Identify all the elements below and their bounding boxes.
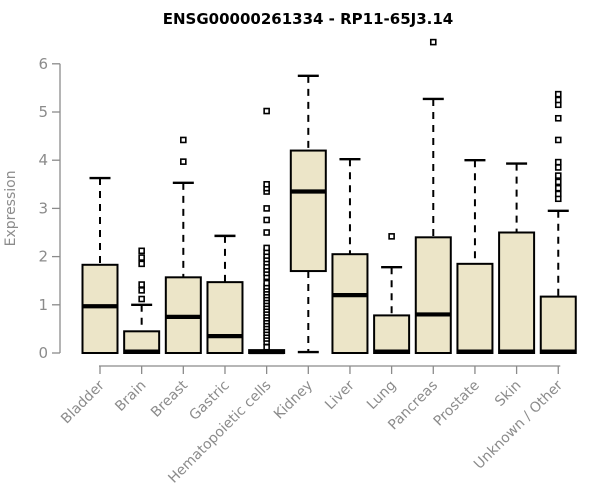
x-tick-label-bladder: Bladder	[58, 377, 108, 427]
y-axis-title: Expression	[3, 170, 19, 246]
outlier-point-unknown-other	[554, 158, 562, 166]
outlier-point-hematopoietic-cells	[263, 181, 270, 188]
y-tick-label: 0	[38, 344, 48, 362]
outlier-point-unknown-other	[554, 114, 562, 122]
outlier-point-hematopoietic-cells	[263, 229, 270, 236]
outlier-point-brain	[138, 254, 145, 261]
outlier-point-hematopoietic-cells	[263, 279, 270, 287]
chart-title: ENSG00000261334 - RP11-65J3.14	[162, 10, 454, 28]
y-tick-label: 1	[38, 296, 48, 314]
box-liver	[331, 253, 369, 354]
outlier-point-hematopoietic-cells	[263, 205, 270, 212]
outlier-point-unknown-other	[554, 172, 562, 179]
x-tick-label-brain: Brain	[112, 378, 149, 415]
outlier-point-pancreas	[429, 38, 437, 46]
outlier-point-lung	[388, 233, 395, 240]
box-skin	[498, 231, 536, 354]
x-tick-label-lung: Lung	[364, 378, 399, 413]
outlier-point-hematopoietic-cells	[263, 343, 270, 351]
outlier-point-unknown-other	[554, 178, 562, 186]
box-bladder	[81, 263, 119, 355]
box-lung	[373, 314, 411, 354]
x-tick-label-kidney: Kidney	[271, 378, 316, 423]
box-pancreas	[414, 236, 452, 355]
box-prostate	[456, 262, 494, 354]
x-tick-label-liver: Liver	[322, 377, 358, 413]
outlier-point-hematopoietic-cells	[263, 107, 270, 115]
outlier-point-hematopoietic-cells	[263, 244, 270, 252]
x-tick-label-breast: Breast	[148, 377, 192, 421]
outlier-point-brain	[138, 281, 145, 288]
y-tick-label: 3	[38, 199, 48, 217]
outlier-point-unknown-other	[554, 164, 562, 171]
y-tick-label: 4	[38, 151, 48, 169]
outlier-point-unknown-other	[554, 96, 562, 104]
y-tick-label: 6	[38, 55, 48, 73]
outlier-point-unknown-other	[554, 190, 562, 198]
y-tick-label: 5	[38, 103, 48, 121]
x-tick-label-skin: Skin	[492, 378, 524, 410]
outlier-point-breast	[180, 136, 187, 144]
box-kidney	[289, 149, 327, 273]
outlier-point-brain	[138, 247, 145, 255]
y-tick-label: 2	[38, 248, 48, 266]
box-gastric	[206, 281, 244, 354]
outlier-point-breast	[180, 158, 187, 165]
outlier-point-hematopoietic-cells	[263, 216, 270, 224]
x-tick-label-prostate: Prostate	[431, 378, 483, 430]
outlier-point-brain	[138, 295, 145, 303]
outlier-point-unknown-other	[554, 90, 562, 98]
outlier-point-brain	[138, 287, 145, 294]
outlier-point-brain	[138, 260, 145, 268]
outlier-point-unknown-other	[554, 184, 562, 192]
outlier-point-unknown-other	[554, 136, 562, 144]
box-unknown-other	[539, 295, 577, 354]
